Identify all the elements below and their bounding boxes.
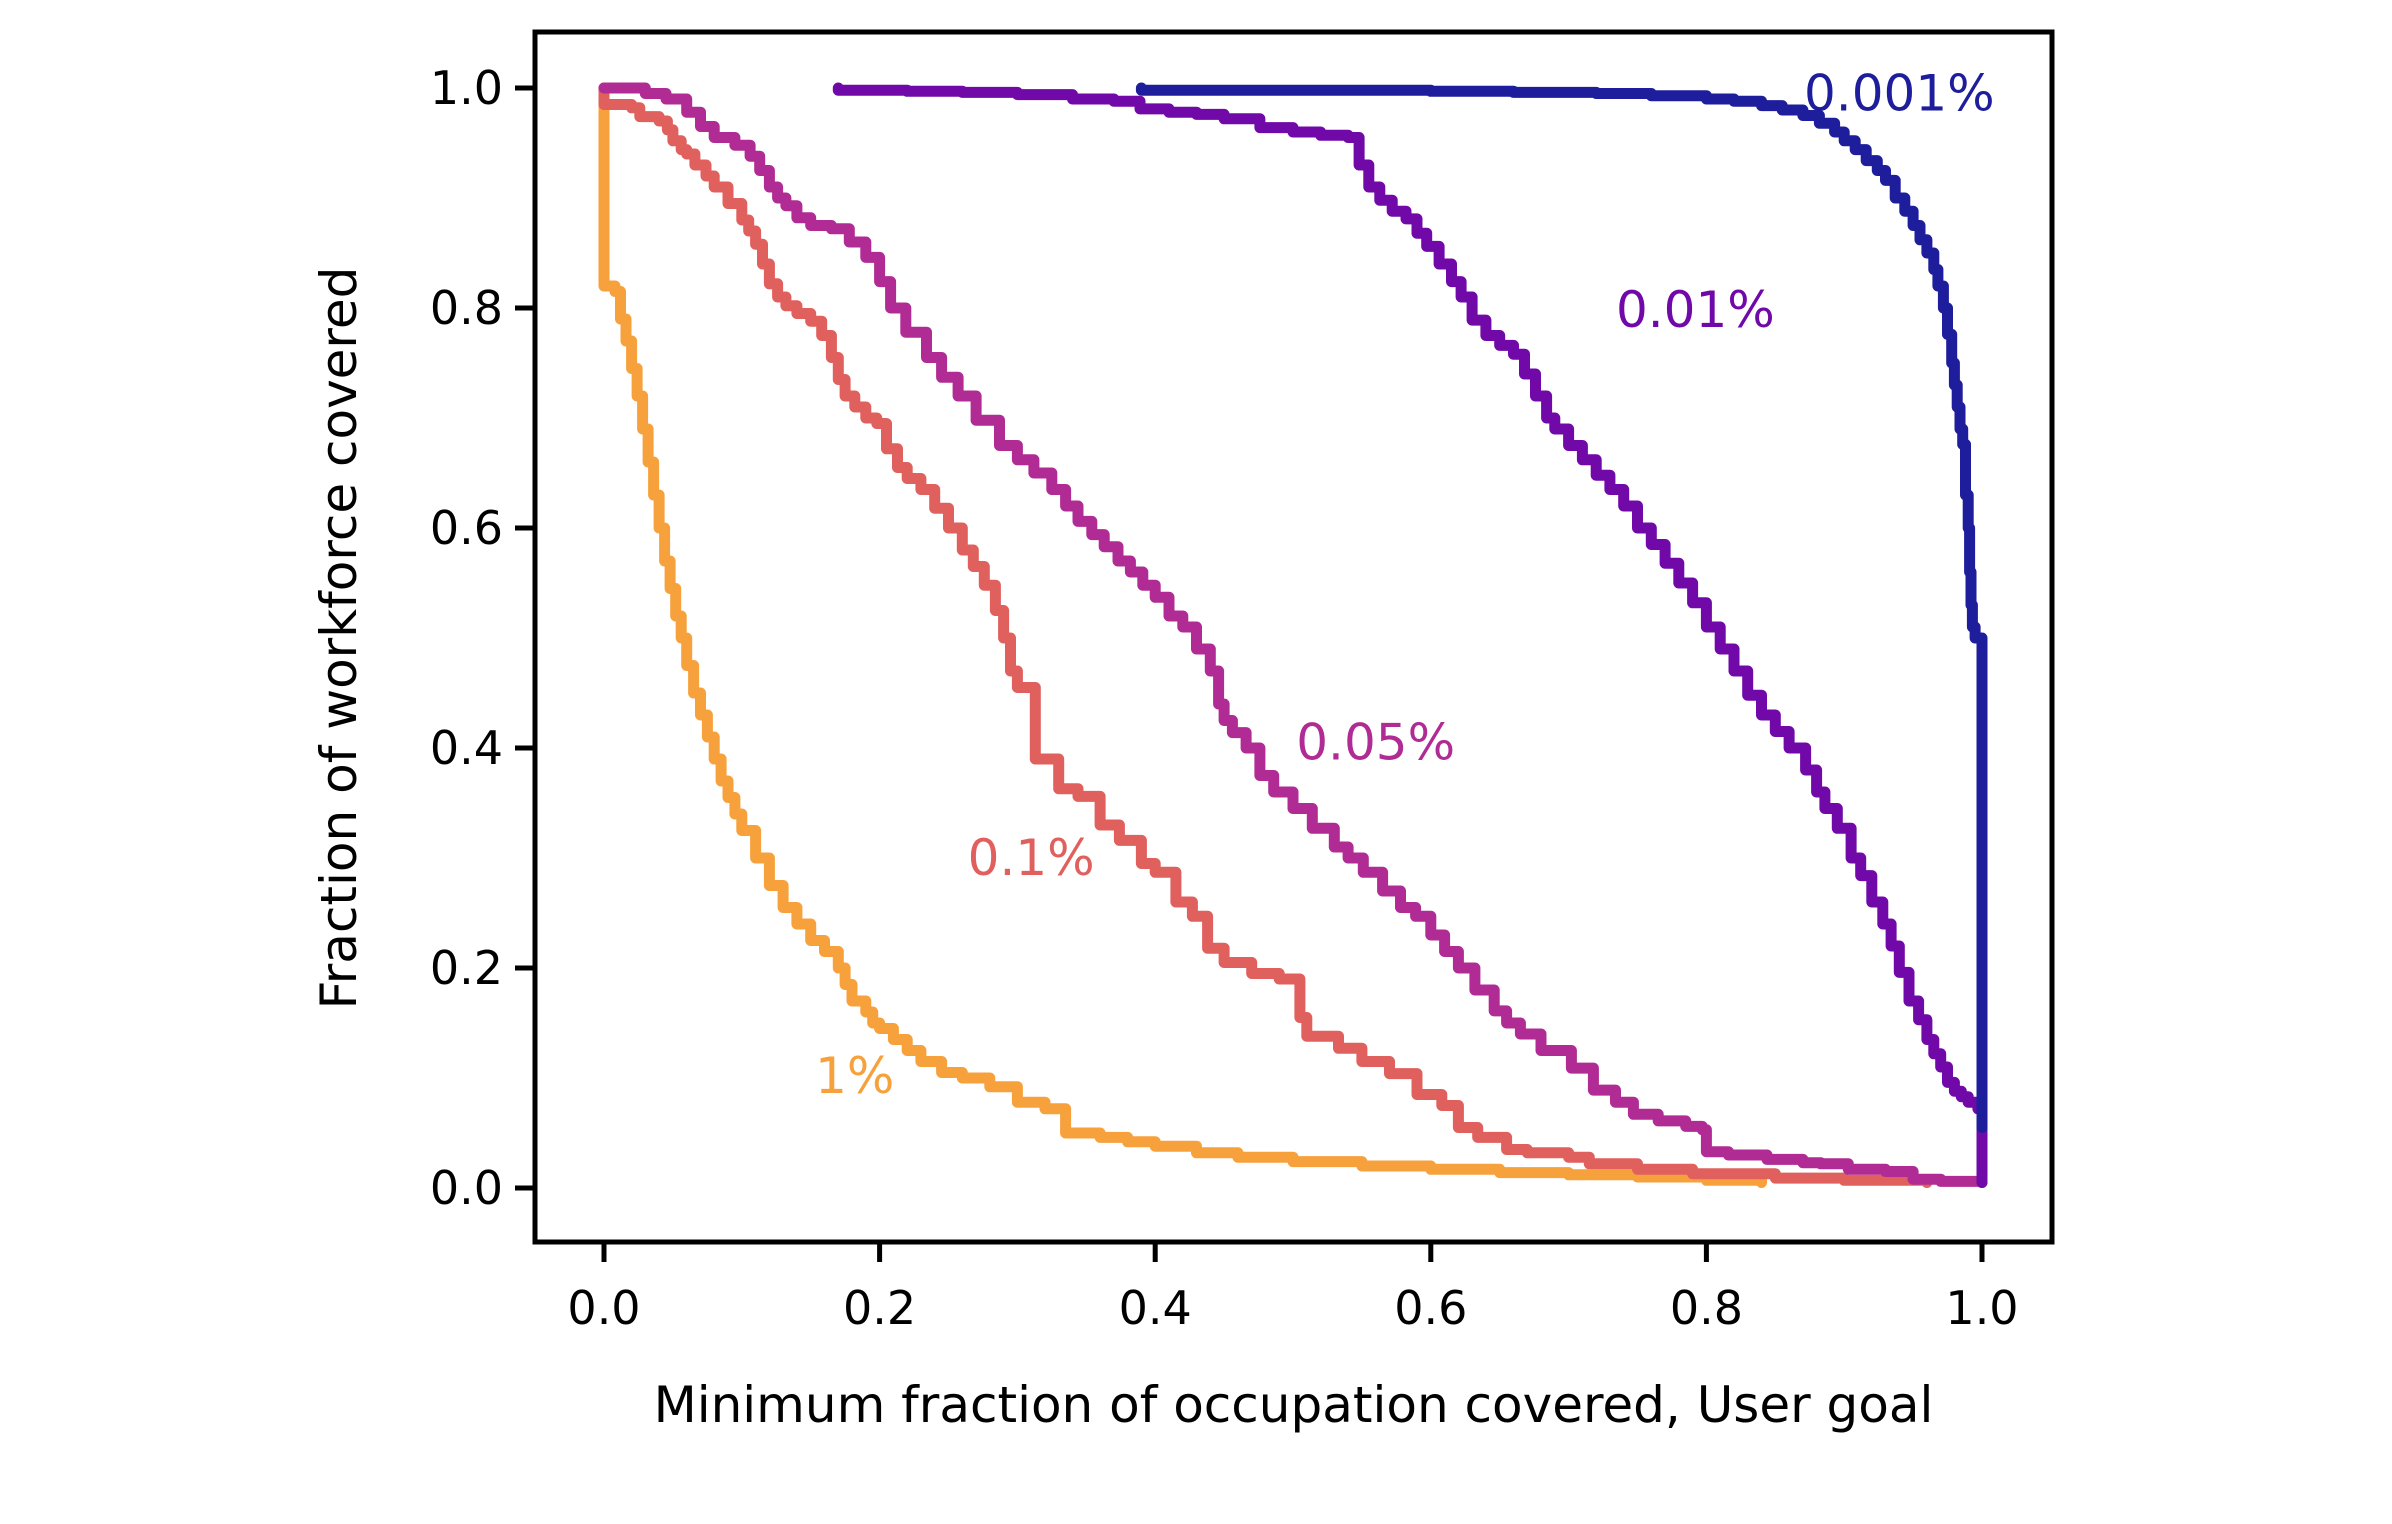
y-tick-label: 0.0: [430, 1161, 503, 1215]
series-label-goal-0_1pct: 0.1%: [968, 829, 1095, 887]
y-tick-label: 0.2: [430, 941, 503, 995]
series-line-goal-0_01pct: [832, 82, 1988, 1188]
x-tick-label: 0.2: [843, 1281, 916, 1335]
series-label-goal-0_001pct: 0.001%: [1804, 65, 1995, 123]
series-label-goal-1pct: 1%: [815, 1047, 894, 1105]
y-axis-label: Fraction of workforce covered: [310, 267, 368, 1010]
series-line-goal-1pct: [598, 82, 1767, 1188]
x-tick-label: 0.0: [567, 1281, 640, 1335]
series-line-goal-0_1pct: [598, 82, 1933, 1188]
x-tick-label: 0.4: [1119, 1281, 1192, 1335]
series-line-goal-0_05pct: [598, 82, 1988, 1188]
x-axis-label: Minimum fraction of occupation covered, …: [654, 1376, 1934, 1434]
y-tick-label: 0.4: [430, 721, 503, 775]
series-line-goal-0_001pct: [1135, 82, 1988, 1133]
y-tick-label: 0.8: [430, 281, 503, 335]
axes-frame: [532, 29, 2055, 1245]
series-label-goal-0_05pct: 0.05%: [1296, 714, 1455, 772]
x-tick-label: 0.8: [1670, 1281, 1743, 1335]
x-tick-label: 0.6: [1394, 1281, 1467, 1335]
series-label-goal-0_01pct: 0.01%: [1616, 281, 1775, 339]
x-tick-label: 1.0: [1945, 1281, 2018, 1335]
y-tick-label: 1.0: [430, 61, 503, 115]
y-tick-label: 0.6: [430, 501, 503, 555]
